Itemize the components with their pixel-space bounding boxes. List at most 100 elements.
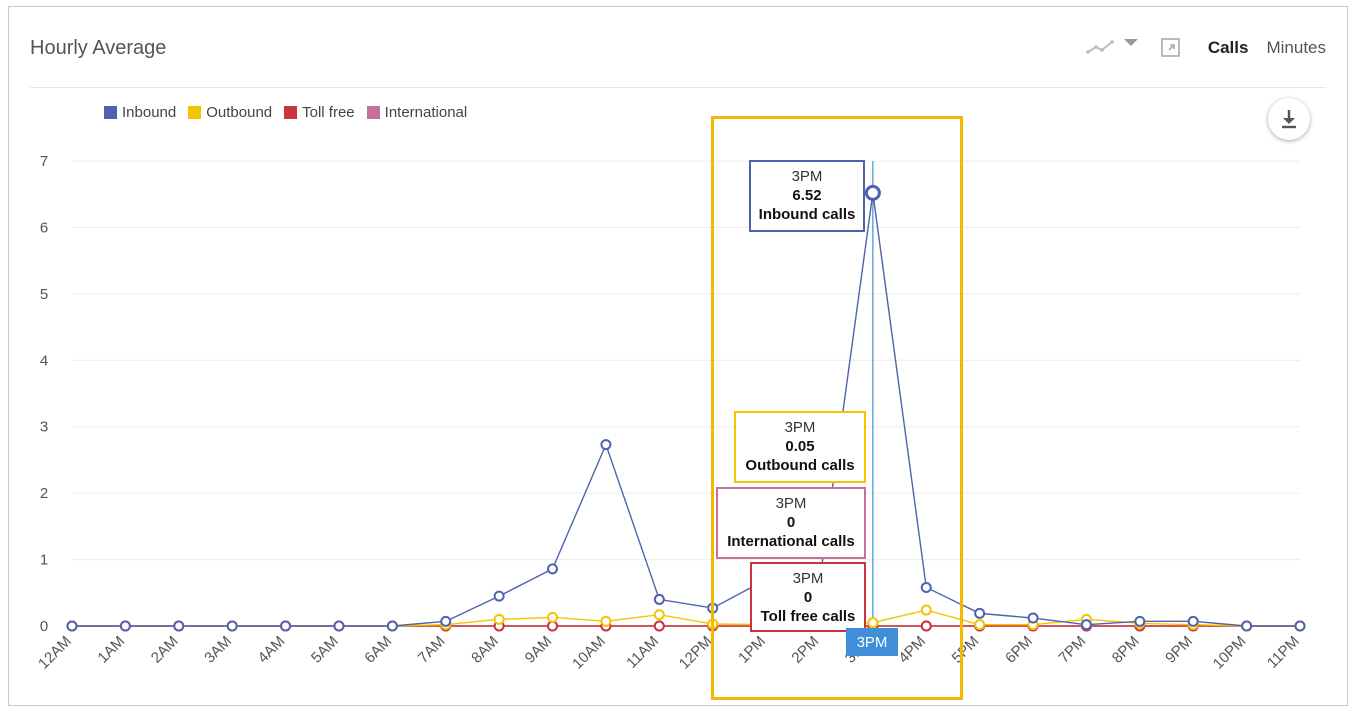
- data-point-inbound: [1187, 615, 1199, 627]
- series-line-outbound: [72, 609, 1300, 627]
- x-tick-label: 9PM: [1162, 633, 1196, 667]
- x-crosshair-label: 3PM: [846, 628, 898, 656]
- legend-label-tollfree: Toll free: [302, 104, 355, 121]
- tooltip-tollfree-value: 0: [803, 589, 813, 606]
- header-divider: [30, 87, 1326, 88]
- x-tick-label: 11AM: [623, 633, 662, 672]
- data-point-outbound: [867, 617, 879, 629]
- tooltip-outbound: 3PM 0.05 Outbound calls: [734, 411, 866, 483]
- legend-swatch-tollfree: [284, 106, 298, 119]
- download-icon: [1282, 110, 1296, 129]
- data-point-outbound: [493, 613, 505, 625]
- y-tick-label: 2: [40, 485, 48, 502]
- legend-item-outbound[interactable]: Outbound: [188, 104, 272, 121]
- x-tick-label: 7PM: [1055, 633, 1089, 667]
- x-tick-label: 9AM: [522, 633, 556, 667]
- legend-swatch-outbound: [188, 106, 202, 119]
- x-tick-label: 6AM: [361, 633, 395, 667]
- x-tick-label: 10AM: [569, 633, 609, 673]
- x-tick-label: 3AM: [201, 633, 235, 667]
- data-point-inbound: [440, 615, 452, 627]
- data-point-tollfree: [920, 620, 932, 632]
- legend-item-tollfree[interactable]: Toll free: [284, 104, 355, 121]
- data-point-inbound: [119, 620, 131, 632]
- x-tick-label: 5AM: [308, 633, 342, 667]
- data-point-inbound: [653, 593, 665, 605]
- y-tick-label: 6: [40, 219, 48, 236]
- tooltip-outbound-value: 0.05: [785, 438, 815, 455]
- tooltip-international-value: 0: [786, 514, 796, 531]
- tooltip-outbound-time: 3PM: [784, 419, 816, 436]
- data-point-inbound: [386, 620, 398, 632]
- chart-toolbar: Calls Minutes: [1086, 36, 1326, 60]
- data-point-inbound: [66, 620, 78, 632]
- data-point-outbound: [547, 611, 559, 623]
- data-point-inbound: [547, 563, 559, 575]
- download-button[interactable]: [1268, 98, 1310, 140]
- x-tick-label: 4AM: [255, 633, 289, 667]
- x-tick-label: 10PM: [1210, 633, 1250, 673]
- tooltip-tollfree-series: Toll free calls: [760, 608, 856, 625]
- y-tick-label: 1: [40, 552, 48, 569]
- data-point-inbound: [1027, 612, 1039, 624]
- x-tick-label: 8AM: [468, 633, 502, 667]
- legend-item-international[interactable]: International: [366, 104, 468, 121]
- tooltip-international-time: 3PM: [775, 495, 807, 512]
- data-point-outbound: [653, 609, 665, 621]
- data-point-inbound: [1294, 620, 1306, 632]
- data-point-outbound: [974, 619, 986, 631]
- y-tick-label: 4: [40, 352, 48, 369]
- data-point-outbound: [920, 604, 932, 616]
- tooltip-inbound-time: 3PM: [791, 168, 823, 185]
- y-tick-label: 5: [40, 286, 48, 303]
- tooltip-outbound-series: Outbound calls: [745, 457, 855, 474]
- tooltip-international: 3PM 0 International calls: [716, 487, 866, 559]
- legend-label-inbound: Inbound: [122, 104, 177, 121]
- expand-icon[interactable]: [1160, 37, 1182, 59]
- data-point-inbound: [333, 620, 345, 632]
- tooltip-inbound: 3PM 6.52 Inbound calls: [749, 160, 865, 232]
- data-point-inbound: [864, 184, 881, 201]
- x-tick-label: 2AM: [148, 633, 182, 667]
- tooltip-inbound-series: Inbound calls: [758, 206, 856, 223]
- minutes-toggle[interactable]: Minutes: [1266, 38, 1326, 57]
- data-point-inbound: [600, 439, 612, 451]
- data-point-inbound: [173, 620, 185, 632]
- x-tick-label: 12AM: [35, 633, 75, 673]
- data-point-tollfree: [653, 620, 665, 632]
- legend-swatch-inbound: [104, 106, 117, 119]
- tooltip-inbound-value: 6.52: [792, 187, 822, 204]
- chart-title: Hourly Average: [30, 37, 167, 59]
- x-tick-label: 11PM: [1264, 633, 1303, 672]
- x-tick-label: 8PM: [1109, 633, 1143, 667]
- legend-label-international: International: [384, 104, 468, 121]
- line-chart-icon[interactable]: [1086, 36, 1142, 60]
- data-point-inbound: [1241, 620, 1253, 632]
- legend-item-inbound[interactable]: Inbound: [104, 104, 176, 121]
- data-point-inbound: [920, 581, 932, 593]
- data-point-outbound: [600, 615, 612, 627]
- legend-swatch-international: [366, 106, 380, 119]
- data-point-inbound: [280, 620, 292, 632]
- series-line-inbound: [72, 192, 1300, 627]
- chart-legend: Inbound Outbound Toll free International: [104, 104, 479, 121]
- y-tick-label: 3: [40, 419, 48, 436]
- tooltip-tollfree-time: 3PM: [792, 570, 824, 587]
- x-tick-label: 1AM: [94, 633, 128, 667]
- chart-panel: [8, 6, 1348, 706]
- data-point-inbound: [493, 590, 505, 602]
- y-tick-label: 0: [40, 618, 48, 635]
- tooltip-international-series: International calls: [727, 533, 855, 550]
- legend-label-outbound: Outbound: [206, 104, 273, 121]
- calls-toggle[interactable]: Calls: [1207, 38, 1249, 57]
- x-tick-label: 6PM: [1002, 633, 1036, 667]
- data-point-inbound: [1080, 619, 1092, 631]
- tooltip-tollfree: 3PM 0 Toll free calls: [750, 562, 866, 632]
- data-point-inbound: [226, 620, 238, 632]
- data-point-inbound: [974, 607, 986, 619]
- y-tick-label: 7: [40, 153, 48, 170]
- data-point-inbound: [1134, 615, 1146, 627]
- x-tick-label: 12PM: [676, 633, 716, 673]
- highlight-annotation-box: [711, 116, 963, 700]
